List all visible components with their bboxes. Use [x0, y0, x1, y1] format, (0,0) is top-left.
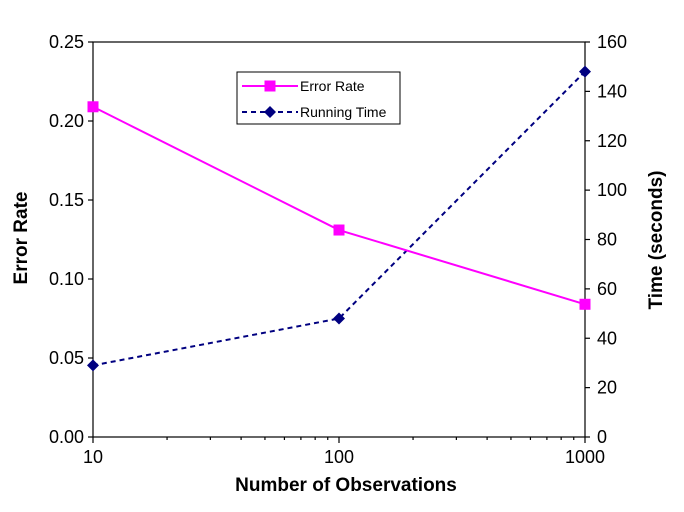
series-line-running-time [92, 70, 586, 367]
right-tick-label: 140 [597, 81, 627, 101]
y-axis-title-left: Error Rate [11, 192, 32, 285]
left-tick-label: 0.20 [49, 111, 84, 131]
right-tick-label: 60 [597, 279, 617, 299]
left-tick-label: 0.00 [49, 427, 84, 447]
data-point-error-rate [333, 224, 345, 236]
legend-marker-running-time [264, 106, 276, 118]
x-tick-label: 1000 [565, 447, 605, 467]
legend: Error Rate Running Time [236, 71, 401, 125]
x-axis-title: Number of Observations [235, 475, 457, 496]
right-tick-label: 100 [597, 180, 627, 200]
right-y-axis: 0 20 40 60 80 100 120 140 160 [585, 32, 627, 447]
data-point-error-rate [579, 298, 591, 310]
left-tick-label: 0.10 [49, 269, 84, 289]
data-point-running-time [87, 359, 99, 372]
right-tick-label: 0 [597, 427, 607, 447]
right-tick-label: 20 [597, 378, 617, 398]
x-tick-label: 100 [324, 447, 354, 467]
legend-label-running-time: Running Time [300, 104, 387, 120]
right-tick-label: 160 [597, 32, 627, 52]
data-point-running-time [333, 312, 345, 325]
right-tick-label: 120 [597, 131, 627, 151]
series-layer [87, 65, 591, 372]
x-axis: 10 100 1000 [83, 437, 605, 467]
legend-box [236, 71, 401, 125]
left-tick-label: 0.05 [49, 348, 84, 368]
right-tick-label: 80 [597, 230, 617, 250]
data-point-error-rate [87, 101, 99, 113]
left-y-axis: 0.00 0.05 0.10 0.15 0.20 0.25 [49, 32, 93, 447]
right-tick-label: 40 [597, 328, 617, 348]
data-point-running-time [579, 65, 591, 78]
legend-label-error-rate: Error Rate [300, 78, 365, 94]
left-tick-label: 0.25 [49, 32, 84, 52]
x-tick-label: 10 [83, 447, 103, 467]
left-tick-label: 0.15 [49, 190, 84, 210]
legend-marker-error-rate [264, 80, 276, 92]
y-axis-title-right: Time (seconds) [646, 170, 667, 309]
